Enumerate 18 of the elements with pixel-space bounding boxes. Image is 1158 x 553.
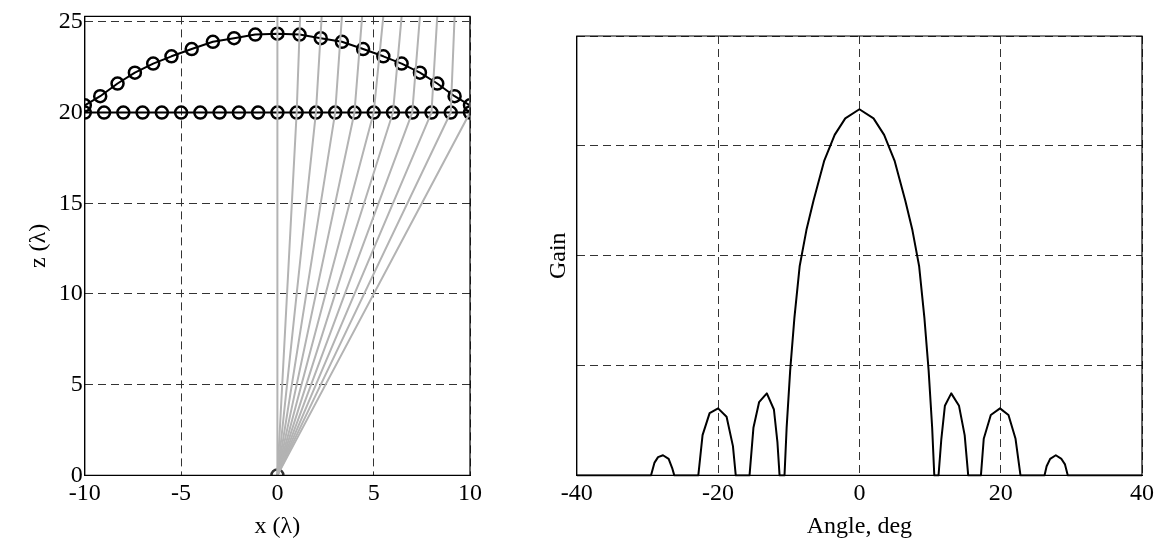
x-tick-label: 20 (988, 479, 1013, 506)
x-tick-label: -40 (560, 479, 593, 506)
y-tick-label: 10 (58, 279, 83, 306)
y-axis-title: z (λ) (23, 223, 50, 269)
y-tick-label: 25 (58, 7, 83, 34)
y-axis-title: Gain (543, 232, 570, 280)
y-tick-label: 15 (58, 188, 83, 215)
x-tick-label: -5 (171, 479, 192, 506)
x-tick-label: 40 (1130, 479, 1154, 506)
x-tick-label: 0 (853, 479, 866, 506)
x-axis-title: Angle, deg (806, 511, 913, 538)
x-tick-label: 10 (458, 479, 482, 506)
x-axis-title: x (λ) (254, 511, 301, 538)
y-tick-label: 5 (70, 369, 83, 396)
x-tick-label: -20 (702, 479, 735, 506)
y-tick-label: 20 (58, 97, 83, 124)
x-tick-label: 5 (367, 479, 380, 506)
x-tick-label: 0 (271, 479, 284, 506)
